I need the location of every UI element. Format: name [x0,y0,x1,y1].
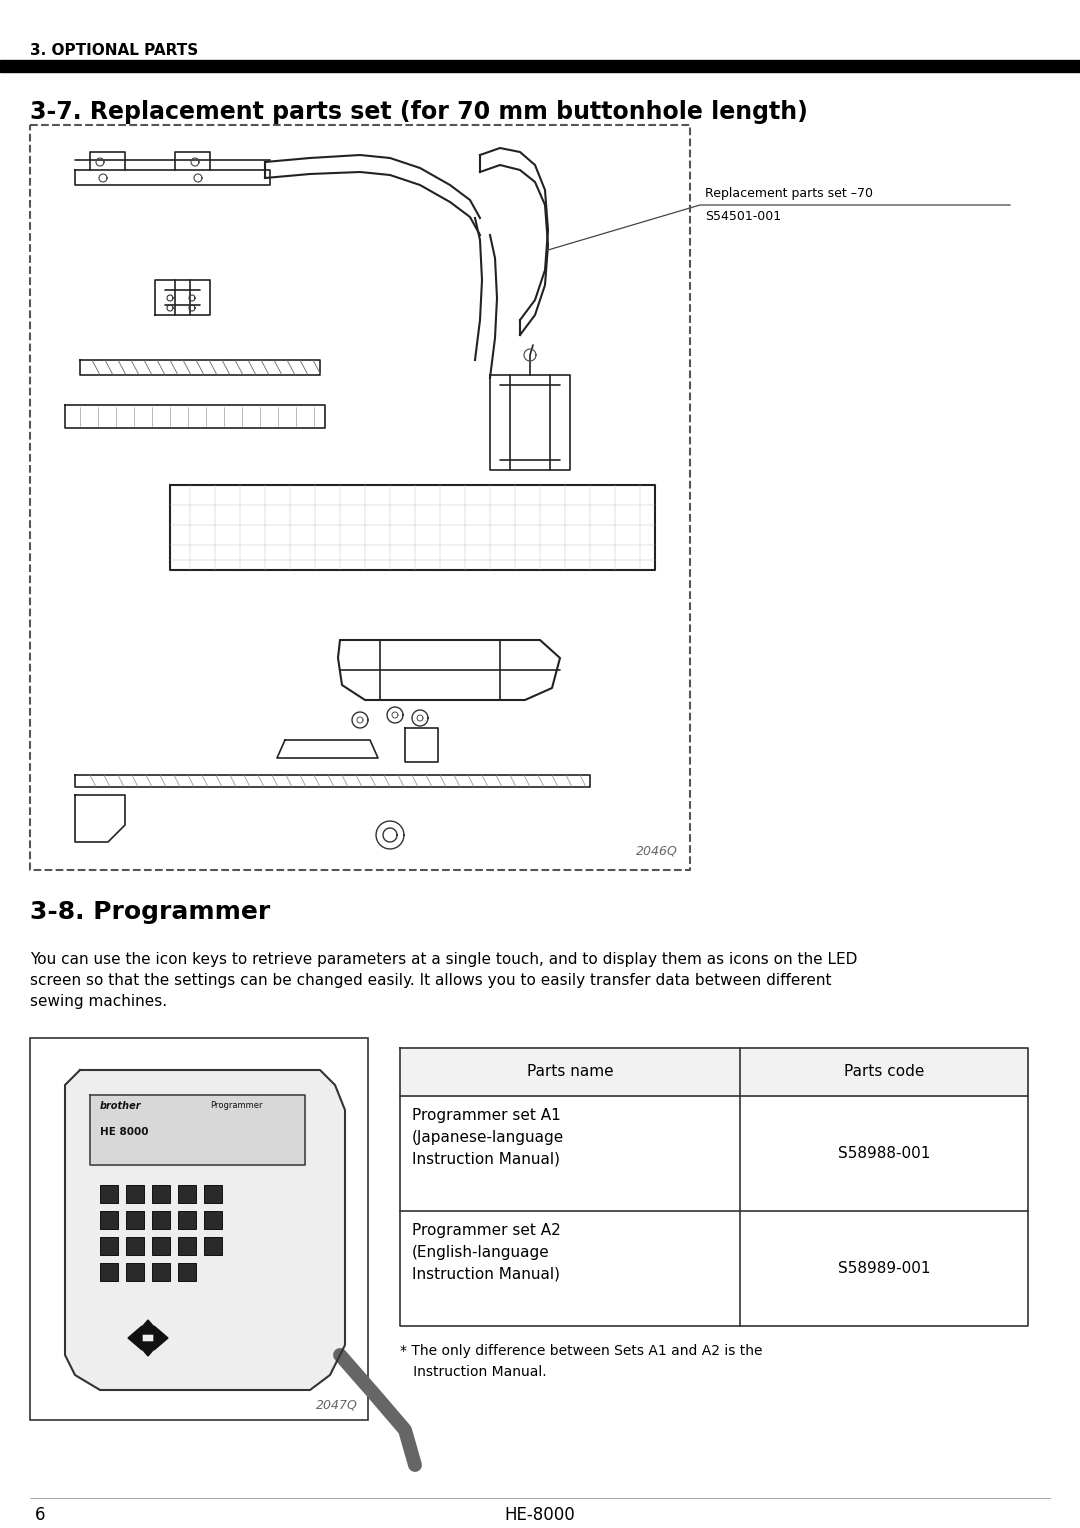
Bar [178,1264,195,1280]
Bar [204,1212,222,1229]
Polygon shape [154,1326,168,1351]
Text: Programmer: Programmer [210,1102,262,1109]
Text: 3-7. Replacement parts set (for 70 mm buttonhole length): 3-7. Replacement parts set (for 70 mm bu… [30,99,808,124]
Text: 2047Q: 2047Q [316,1400,357,1412]
Bar [100,1186,118,1203]
Bar [178,1186,195,1203]
Bar [152,1264,170,1280]
Text: Programmer set A2
(English-language
Instruction Manual): Programmer set A2 (English-language Inst… [411,1222,561,1280]
Text: brother: brother [100,1102,141,1111]
Polygon shape [136,1320,160,1334]
Text: You can use the icon keys to retrieve parameters at a single touch, and to displ: You can use the icon keys to retrieve pa… [30,952,858,1008]
Polygon shape [136,1342,160,1355]
Bar [204,1238,222,1254]
Polygon shape [65,1070,345,1390]
Bar [152,1238,170,1254]
Text: HE 8000: HE 8000 [100,1128,149,1137]
Text: HE-8000: HE-8000 [504,1507,576,1523]
Bar [204,1186,222,1203]
Polygon shape [129,1326,141,1351]
Polygon shape [400,1048,1028,1096]
Text: 2046Q: 2046Q [636,845,678,859]
Bar [100,1264,118,1280]
Bar [178,1238,195,1254]
Text: S58989-001: S58989-001 [838,1261,930,1276]
Text: 3-8. Programmer: 3-8. Programmer [30,900,270,924]
Bar [152,1186,170,1203]
Bar [152,1212,170,1229]
Text: Parts code: Parts code [843,1065,924,1079]
Bar [126,1186,144,1203]
Text: 3. OPTIONAL PARTS: 3. OPTIONAL PARTS [30,43,199,58]
Text: Replacement parts set –70: Replacement parts set –70 [705,186,873,200]
Bar [178,1212,195,1229]
Text: 6: 6 [35,1507,45,1523]
Text: S54501-001: S54501-001 [705,209,781,223]
Text: S58988-001: S58988-001 [838,1146,930,1161]
Bar [100,1238,118,1254]
Bar [100,1212,118,1229]
Bar [126,1264,144,1280]
Bar [126,1238,144,1254]
Bar [0,60,1080,72]
Text: Parts name: Parts name [527,1065,613,1079]
Text: * The only difference between Sets A1 and A2 is the
   Instruction Manual.: * The only difference between Sets A1 an… [400,1345,762,1378]
Bar [30,1038,368,1420]
Text: Programmer set A1
(Japanese-language
Instruction Manual): Programmer set A1 (Japanese-language Ins… [411,1108,564,1166]
Polygon shape [90,1096,305,1164]
Bar [126,1212,144,1229]
